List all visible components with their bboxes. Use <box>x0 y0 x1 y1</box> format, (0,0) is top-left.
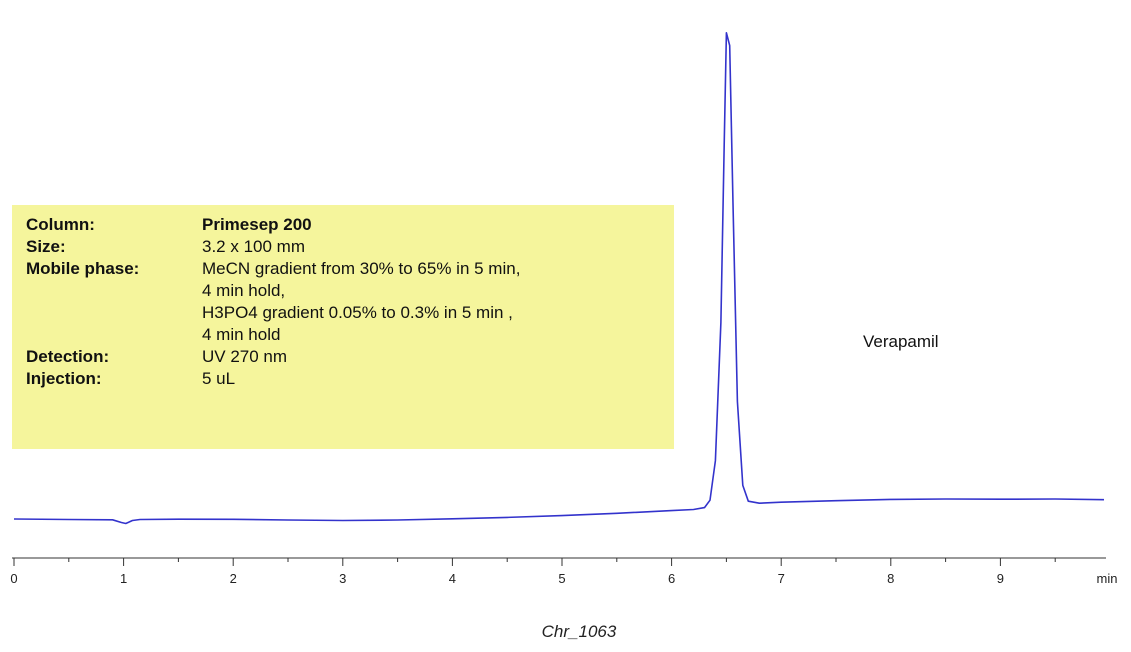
size-row: Size: 3.2 x 100 mm <box>26 236 660 258</box>
detection-key: Detection: <box>26 347 110 366</box>
x-axis-unit-label: min <box>1097 571 1118 586</box>
size-value: 3.2 x 100 mm <box>202 237 305 256</box>
x-tick-label: 4 <box>449 571 456 586</box>
size-key: Size: <box>26 237 66 256</box>
x-tick-label: 2 <box>230 571 237 586</box>
injection-value: 5 uL <box>202 369 236 388</box>
x-tick-label: 0 <box>10 571 17 586</box>
injection-row: Injection: 5 uL <box>26 368 660 390</box>
detection-row: Detection: UV 270 nm <box>26 346 660 368</box>
mobile-phase-line-2: 4 min hold, <box>202 281 286 300</box>
detection-value: UV 270 nm <box>202 347 288 366</box>
column-key: Column: <box>26 215 95 234</box>
mobile-phase-row-3: H3PO4 gradient 0.05% to 0.3% in 5 min , <box>26 302 660 324</box>
x-tick-label: 3 <box>339 571 346 586</box>
x-tick-label: 6 <box>668 571 675 586</box>
x-tick-label: 8 <box>887 571 894 586</box>
x-tick-label: 7 <box>778 571 785 586</box>
injection-key: Injection: <box>26 369 102 388</box>
mobile-phase-key: Mobile phase: <box>26 259 140 278</box>
peak-label-verapamil: Verapamil <box>863 332 939 351</box>
mobile-phase-line-4: 4 min hold <box>202 325 281 344</box>
x-tick-label: 1 <box>120 571 127 586</box>
conditions-box: Column: Primesep 200 Size: 3.2 x 100 mm … <box>12 205 674 449</box>
chromatogram-trace <box>13 31 1105 525</box>
x-tick-label: 9 <box>997 571 1004 586</box>
mobile-phase-row-2: 4 min hold, <box>26 280 660 302</box>
mobile-phase-line-3: H3PO4 gradient 0.05% to 0.3% in 5 min , <box>202 303 513 322</box>
column-value: Primesep 200 <box>202 215 312 234</box>
x-axis-ticks: 0 1 2 3 4 5 6 7 8 9 <box>10 558 1056 586</box>
column-row: Column: Primesep 200 <box>26 214 660 236</box>
mobile-phase-line-1: MeCN gradient from 30% to 65% in 5 min, <box>202 259 521 278</box>
chart-caption: Chr_1063 <box>542 622 617 641</box>
x-tick-label: 5 <box>558 571 565 586</box>
mobile-phase-row-4: 4 min hold <box>26 324 660 346</box>
mobile-phase-row: Mobile phase: MeCN gradient from 30% to … <box>26 258 660 280</box>
